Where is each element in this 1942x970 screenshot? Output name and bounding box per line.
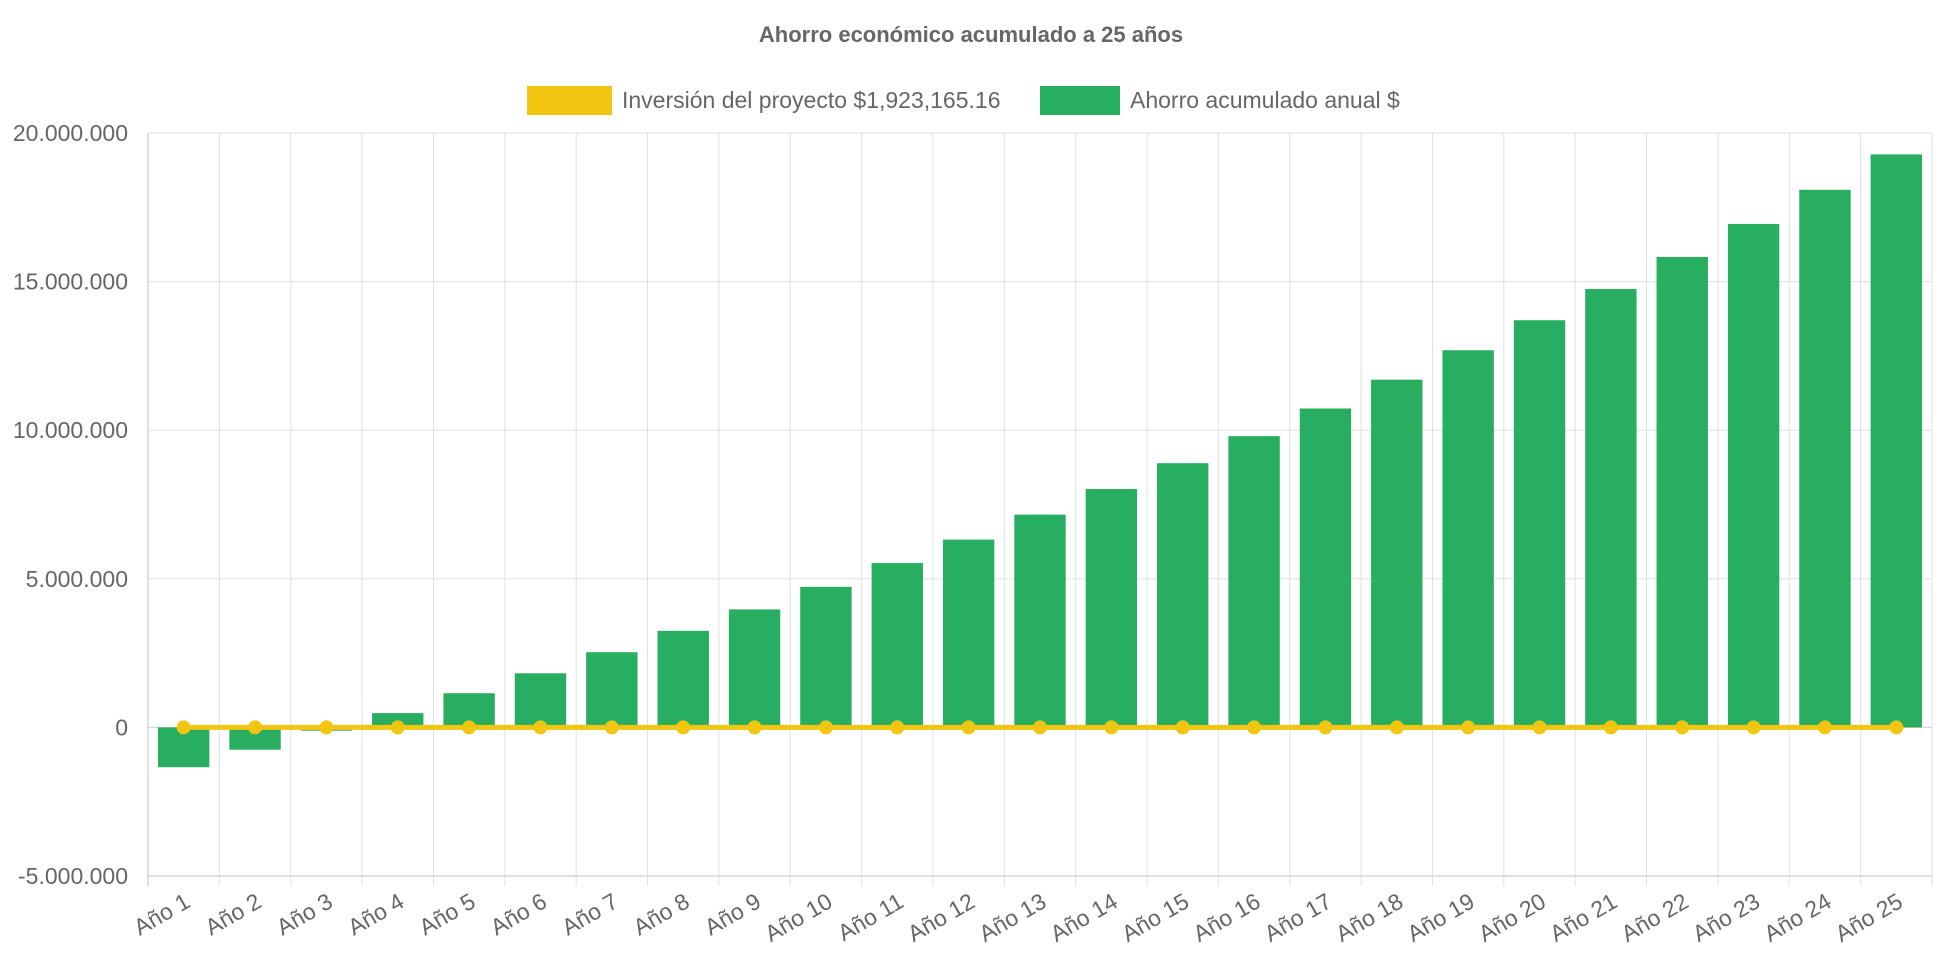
investment-point[interactable] — [818, 720, 833, 735]
x-tick-label: Año 1 — [129, 888, 194, 941]
bar-ahorro[interactable] — [1371, 379, 1423, 728]
bar-ahorro[interactable] — [1799, 189, 1851, 728]
bar-ahorro[interactable] — [800, 586, 852, 728]
investment-point[interactable] — [1318, 720, 1333, 735]
bar-ahorro[interactable] — [1870, 154, 1923, 728]
chart-title: Ahorro económico acumulado a 25 años — [759, 22, 1183, 47]
x-tick-label: Año 3 — [272, 888, 337, 941]
x-tick-label: Año 2 — [200, 888, 265, 941]
y-tick-label: 15.000.000 — [13, 269, 128, 295]
bar-ahorro[interactable] — [514, 673, 567, 728]
investment-point[interactable] — [747, 720, 762, 735]
y-tick-label: -5.000.000 — [18, 863, 128, 889]
investment-point[interactable] — [1175, 720, 1190, 735]
investment-point[interactable] — [1889, 720, 1904, 735]
legend-swatch-investment — [527, 86, 612, 115]
investment-point[interactable] — [1532, 720, 1547, 735]
x-tick-label: Año 5 — [415, 888, 480, 941]
x-tick-label: Año 15 — [1117, 888, 1193, 947]
bar-ahorro[interactable] — [372, 713, 424, 728]
x-tick-label: Año 13 — [974, 888, 1050, 947]
bar-ahorro[interactable] — [871, 563, 923, 728]
y-tick-label: 20.000.000 — [13, 120, 128, 146]
investment-point[interactable] — [176, 720, 191, 735]
x-axis: Año 1 Año 2 Año 3 Año 4 Año 5 Año 6 Año 7 Año 8… — [129, 875, 1932, 947]
investment-point[interactable] — [1247, 720, 1262, 735]
bar-ahorro[interactable] — [1585, 289, 1637, 728]
x-tick-label: Año 25 — [1831, 888, 1907, 947]
legend-item-investment[interactable]: Inversión del proyecto $1,923,165.16 — [527, 86, 1001, 115]
investment-point[interactable] — [390, 720, 405, 735]
bar-ahorro[interactable] — [942, 539, 995, 728]
bars — [157, 154, 1923, 768]
bar-ahorro[interactable] — [1442, 350, 1494, 728]
legend-label-savings: Ahorro acumulado anual $ — [1130, 87, 1400, 113]
bar-ahorro[interactable] — [1157, 463, 1209, 728]
bar-ahorro[interactable] — [586, 652, 638, 728]
investment-point[interactable] — [462, 720, 477, 735]
x-tick-label: Año 4 — [343, 888, 408, 941]
investment-point[interactable] — [1603, 720, 1618, 735]
bar-ahorro[interactable] — [1513, 320, 1566, 728]
x-tick-label: Año 23 — [1688, 888, 1764, 947]
bar-ahorro[interactable] — [657, 630, 709, 728]
x-tick-label: Año 12 — [903, 888, 979, 947]
bar-ahorro[interactable] — [1014, 514, 1066, 728]
x-tick-label: Año 17 — [1260, 888, 1336, 947]
x-tick-label: Año 6 — [486, 888, 551, 941]
investment-line — [176, 720, 1904, 735]
y-axis: -5.000.000 0 5.000.000 10.000.000 15.000.000… — [13, 120, 149, 889]
x-tick-label: Año 10 — [760, 888, 836, 947]
x-tick-label: Año 19 — [1403, 888, 1479, 947]
investment-point[interactable] — [604, 720, 619, 735]
x-tick-label: Año 14 — [1046, 888, 1122, 947]
x-tick-label: Año 22 — [1617, 888, 1693, 947]
bar-ahorro[interactable] — [1299, 408, 1352, 728]
y-tick-label: 0 — [115, 714, 128, 740]
legend-label-investment: Inversión del proyecto $1,923,165.16 — [622, 87, 1001, 113]
investment-point[interactable] — [1746, 720, 1761, 735]
x-tick-label: Año 7 — [557, 888, 622, 941]
investment-point[interactable] — [1033, 720, 1047, 735]
x-tick-label: Año 20 — [1474, 888, 1550, 947]
investment-point[interactable] — [319, 720, 334, 735]
y-tick-label: 10.000.000 — [13, 417, 128, 443]
bar-ahorro[interactable] — [728, 609, 781, 728]
investment-point[interactable] — [1104, 720, 1119, 735]
x-tick-label: Año 16 — [1188, 888, 1264, 947]
y-tick-label: 5.000.000 — [26, 566, 128, 592]
x-tick-label: Año 9 — [700, 888, 765, 941]
legend-swatch-savings — [1040, 86, 1120, 115]
investment-point[interactable] — [1461, 720, 1476, 735]
x-tick-label: Año 24 — [1759, 888, 1835, 947]
bar-ahorro[interactable] — [1656, 256, 1708, 728]
investment-point[interactable] — [533, 720, 548, 735]
bar-ahorro[interactable] — [1727, 223, 1780, 728]
x-tick-label: Año 21 — [1545, 888, 1621, 947]
x-tick-label: Año 11 — [833, 888, 908, 946]
bar-ahorro[interactable] — [1228, 436, 1280, 728]
x-tick-label: Año 8 — [629, 888, 694, 941]
x-tick-label: Año 18 — [1331, 888, 1407, 947]
investment-point[interactable] — [1817, 720, 1832, 735]
investment-point[interactable] — [1389, 720, 1404, 735]
investment-point[interactable] — [248, 720, 263, 735]
legend: Inversión del proyecto $1,923,165.16 Aho… — [527, 86, 1400, 115]
investment-point[interactable] — [1675, 720, 1690, 735]
investment-point[interactable] — [961, 720, 976, 735]
investment-point[interactable] — [890, 720, 905, 735]
bar-ahorro[interactable] — [1085, 489, 1138, 728]
legend-item-savings[interactable]: Ahorro acumulado anual $ — [1040, 86, 1400, 115]
investment-point[interactable] — [676, 720, 691, 735]
grid — [147, 132, 1933, 886]
bar-ahorro[interactable] — [229, 727, 281, 750]
